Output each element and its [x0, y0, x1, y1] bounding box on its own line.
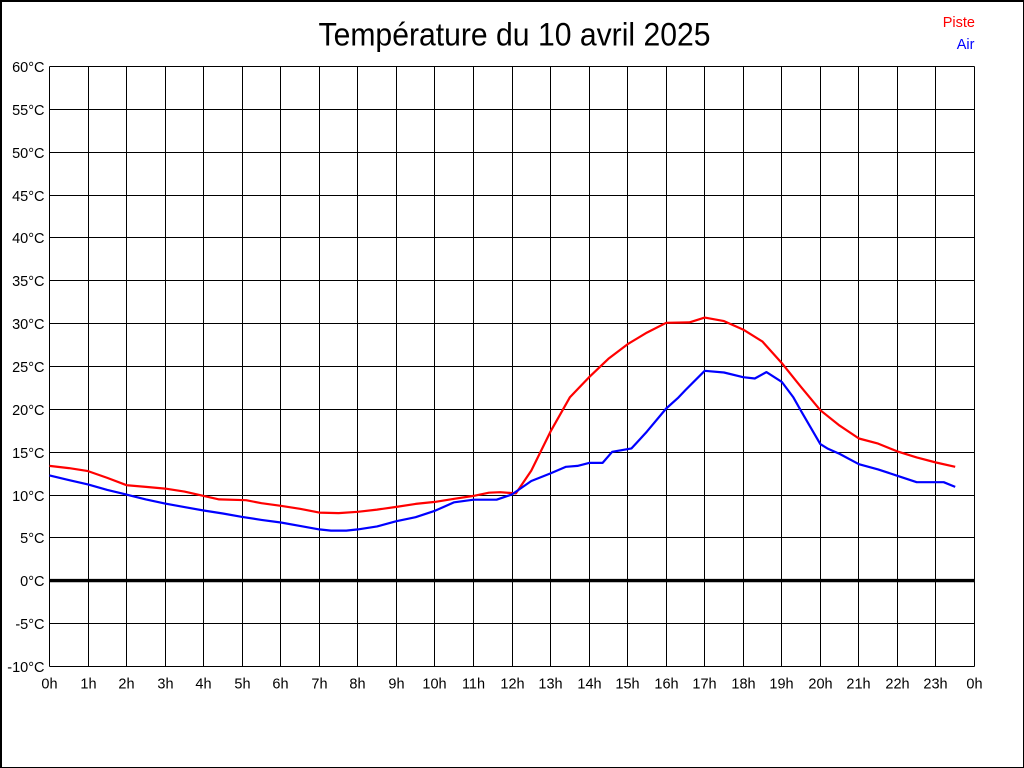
- svg-text:22h: 22h: [885, 677, 909, 693]
- svg-text:21h: 21h: [846, 677, 870, 693]
- svg-text:5h: 5h: [234, 677, 250, 693]
- svg-text:12h: 12h: [500, 677, 524, 693]
- svg-text:14h: 14h: [577, 677, 601, 693]
- svg-text:11h: 11h: [462, 677, 485, 693]
- svg-text:35°C: 35°C: [12, 274, 44, 290]
- svg-text:-5°C: -5°C: [15, 617, 44, 633]
- svg-text:20h: 20h: [808, 677, 832, 693]
- svg-text:10h: 10h: [422, 677, 446, 693]
- svg-text:8h: 8h: [349, 677, 365, 693]
- svg-text:13h: 13h: [538, 677, 562, 693]
- svg-text:4h: 4h: [195, 677, 211, 693]
- svg-text:15°C: 15°C: [12, 446, 44, 462]
- svg-text:30°C: 30°C: [12, 317, 44, 333]
- svg-text:15h: 15h: [615, 677, 639, 693]
- svg-text:Piste: Piste: [943, 15, 975, 31]
- svg-text:0h: 0h: [41, 677, 57, 693]
- svg-text:19h: 19h: [769, 677, 793, 693]
- svg-text:25°C: 25°C: [12, 360, 44, 376]
- svg-text:18h: 18h: [731, 677, 755, 693]
- svg-text:3h: 3h: [157, 677, 173, 693]
- svg-text:1h: 1h: [80, 677, 96, 693]
- svg-text:0h: 0h: [966, 677, 982, 693]
- svg-text:-10°C: -10°C: [7, 660, 44, 676]
- svg-text:23h: 23h: [923, 677, 947, 693]
- svg-text:6h: 6h: [272, 677, 288, 693]
- svg-text:45°C: 45°C: [12, 189, 44, 205]
- svg-text:55°C: 55°C: [12, 103, 44, 119]
- svg-text:20°C: 20°C: [12, 403, 44, 419]
- svg-text:60°C: 60°C: [12, 60, 44, 76]
- svg-text:50°C: 50°C: [12, 146, 44, 162]
- svg-text:17h: 17h: [692, 677, 716, 693]
- svg-text:2h: 2h: [118, 677, 134, 693]
- svg-text:7h: 7h: [311, 677, 327, 693]
- svg-text:5°C: 5°C: [20, 531, 44, 547]
- svg-text:9h: 9h: [388, 677, 404, 693]
- svg-text:0°C: 0°C: [20, 574, 44, 590]
- svg-text:10°C: 10°C: [12, 489, 44, 505]
- svg-text:Air: Air: [957, 37, 975, 53]
- svg-text:16h: 16h: [654, 677, 678, 693]
- svg-text:40°C: 40°C: [12, 231, 44, 247]
- svg-text:Température du 10 avril 2025: Température du 10 avril 2025: [319, 17, 711, 53]
